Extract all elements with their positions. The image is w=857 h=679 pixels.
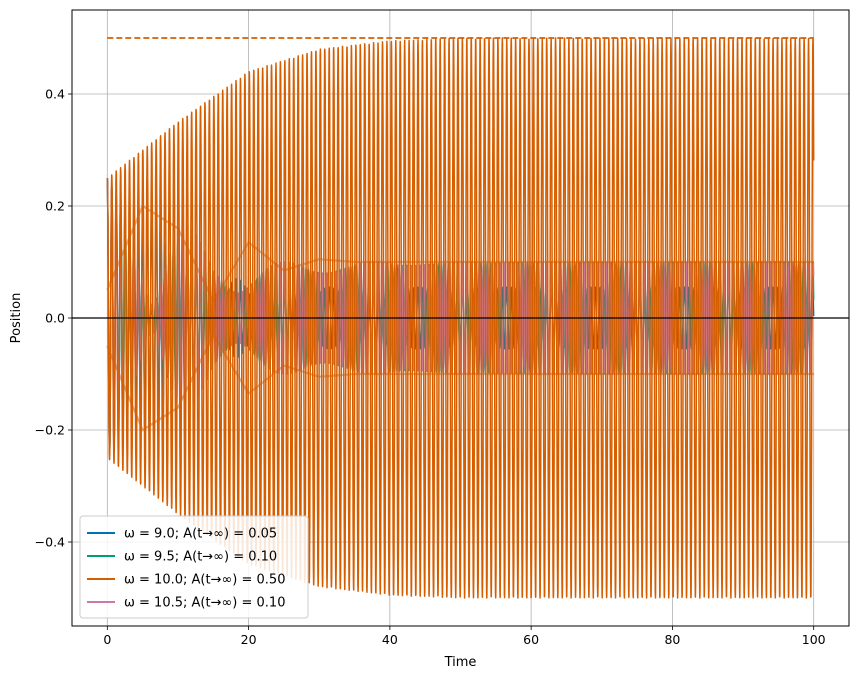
y-tick-label: 0.0	[45, 311, 65, 326]
legend: ω = 9.0; A(t→∞) = 0.05 ω = 9.5; A(t→∞) = …	[79, 515, 309, 619]
plot-area	[72, 37, 849, 599]
beat-envelope	[106, 332, 814, 432]
x-tick-label: 40	[382, 632, 398, 647]
x-tick-label: 0	[103, 632, 111, 647]
y-tick-label: −0.2	[35, 423, 65, 438]
y-tick-label: 0.2	[45, 199, 65, 214]
y-axis-label: Position	[9, 293, 24, 344]
legend-label: ω = 10.0; A(t→∞) = 0.50	[124, 573, 285, 588]
legend-label: ω = 9.0; A(t→∞) = 0.05	[124, 527, 277, 542]
legend-label: ω = 9.5; A(t→∞) = 0.10	[124, 550, 277, 565]
y-tick-label: 0.4	[45, 87, 65, 102]
x-axis-label: Time	[444, 655, 477, 670]
legend-box	[79, 515, 309, 619]
y-tick-label: −0.4	[35, 535, 65, 550]
beat-envelope	[106, 204, 814, 304]
tick-group: 0 20 40 60 80 100 −0.4 −0.2 0.0 0.2 0.4	[35, 87, 826, 648]
x-tick-label: 80	[664, 632, 680, 647]
x-tick-label: 20	[241, 632, 257, 647]
legend-label: ω = 10.5; A(t→∞) = 0.10	[124, 596, 285, 611]
x-tick-label: 100	[802, 632, 826, 647]
x-tick-label: 60	[523, 632, 539, 647]
